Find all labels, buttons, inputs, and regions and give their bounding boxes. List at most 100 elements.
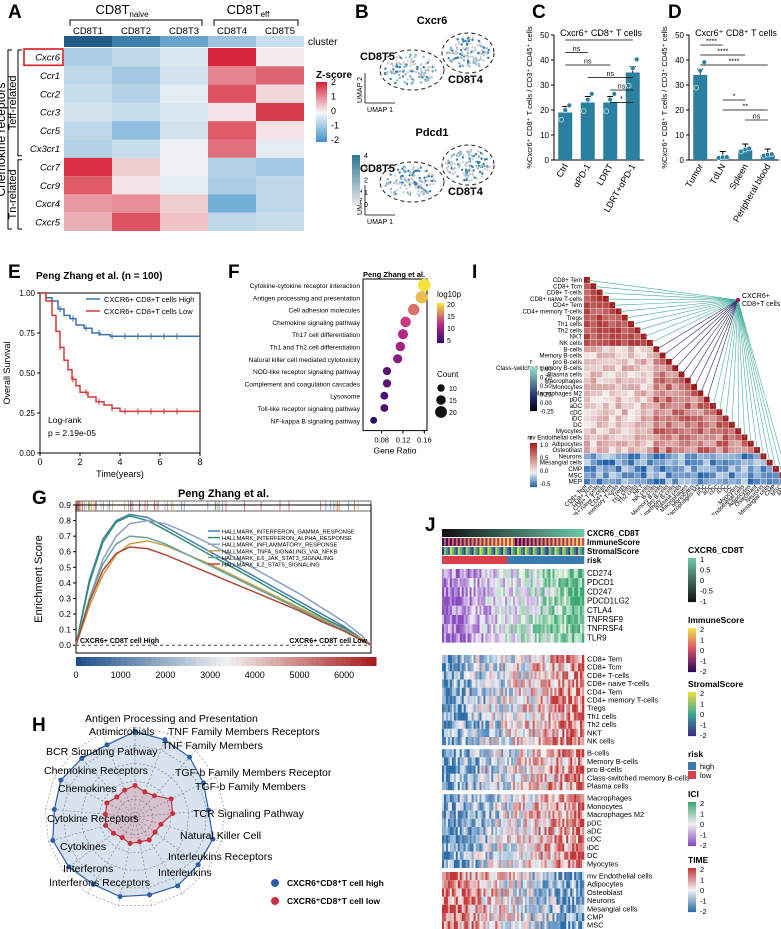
- time-cell: [528, 696, 532, 705]
- radar-axis-label: TCR Signaling Pathway: [193, 808, 305, 820]
- cluster-label-cd8t4: CD8T4: [448, 186, 484, 198]
- time-cell: [516, 872, 520, 881]
- time-cell: [532, 794, 535, 803]
- time-cell: [461, 835, 464, 844]
- corr-cell: [584, 421, 590, 428]
- time-cell: [528, 663, 532, 672]
- time-cell: [447, 679, 451, 688]
- time-cell: [449, 896, 453, 905]
- time-cell: [451, 737, 455, 746]
- time-cell: [552, 859, 555, 868]
- ici-cell: [491, 615, 494, 625]
- time-cell: [568, 851, 571, 860]
- time-cell: [574, 663, 577, 672]
- corr-legend1-step: [530, 393, 537, 395]
- corr-cell: [590, 384, 597, 390]
- time-cell: [558, 663, 561, 672]
- time-cell: [459, 851, 463, 860]
- ici-cell: [457, 596, 461, 606]
- significance-label: ns: [573, 46, 581, 53]
- time-cell: [520, 794, 524, 803]
- ici-cell: [530, 587, 534, 597]
- time-cell: [536, 880, 539, 889]
- time-cell: [459, 696, 463, 705]
- ici-cell: [483, 569, 486, 579]
- time-cell: [554, 765, 557, 774]
- time-cell: [467, 888, 470, 897]
- time-cell: [528, 728, 532, 737]
- time-cell: [473, 859, 476, 868]
- time-cell: [560, 679, 563, 688]
- gsea-y-tick-label: 0.1: [59, 625, 71, 635]
- umap-point: [426, 191, 429, 195]
- corr-cell: [584, 396, 590, 403]
- corr-cell: [678, 440, 685, 447]
- gsea-rank-bar-step: [126, 657, 132, 666]
- umap-point: [467, 39, 471, 43]
- ici-cell: [550, 624, 553, 634]
- ici-cell: [465, 605, 468, 615]
- ici-cell: [582, 605, 585, 615]
- time-cell: [487, 720, 490, 729]
- time-cell: [455, 896, 459, 905]
- time-cell: [475, 880, 478, 889]
- time-cell: [568, 843, 571, 852]
- time-cell: [568, 663, 571, 672]
- ici-cell: [576, 596, 579, 606]
- ici-cell: [495, 569, 498, 579]
- time-cell: [562, 687, 565, 696]
- time-cell: [542, 782, 545, 791]
- time-cell: [497, 773, 500, 782]
- time-cell: [528, 818, 532, 827]
- corr-cell: [621, 314, 628, 321]
- ici-gene-label: TNFRSF4: [587, 624, 624, 633]
- log10p-legend-step: [437, 332, 444, 334]
- time-cell: [574, 720, 577, 729]
- ici-cell: [562, 596, 565, 606]
- time-cell: [442, 880, 445, 889]
- time-cell: [487, 818, 490, 827]
- time-cell: [528, 655, 532, 664]
- gsea-rank-bar-step: [131, 657, 137, 666]
- time-cell: [514, 827, 518, 836]
- time-cell: [550, 872, 553, 881]
- umap-point: [486, 53, 489, 56]
- zscore-legend-step: [316, 137, 327, 140]
- time-cell: [558, 810, 561, 819]
- gsea-y-tick-label: 0.5: [59, 562, 71, 572]
- corr-row-label: Adipocytes: [552, 441, 582, 448]
- time-cell: [449, 728, 453, 737]
- corr-cell: [628, 447, 634, 453]
- corr-cell: [678, 447, 685, 453]
- time-cell: [467, 835, 470, 844]
- time-cell: [447, 872, 451, 881]
- corr-cell: [634, 396, 641, 403]
- corr-legend2-step: [530, 471, 537, 473]
- time-cell: [507, 827, 510, 836]
- umap-point: [398, 70, 402, 73]
- annotation-cell: [546, 547, 549, 555]
- annotation-cell: [509, 556, 512, 564]
- umap-point: [393, 72, 397, 75]
- annotation-cell: [520, 547, 524, 555]
- time-cell: [548, 655, 551, 664]
- corr-cell: [703, 478, 710, 485]
- corr-cell: [672, 377, 679, 384]
- corr-cell: [590, 459, 597, 466]
- time-cell: [463, 896, 466, 905]
- time-cell: [469, 794, 472, 803]
- corr-legend2-step: [530, 456, 537, 458]
- time-cell: [554, 773, 557, 782]
- time-cell: [580, 720, 583, 729]
- umap-scale-step: [352, 194, 360, 196]
- corr-cell: [628, 384, 634, 390]
- time-cell: [497, 663, 500, 672]
- time-cell: [447, 728, 451, 737]
- corr-link: [675, 299, 739, 369]
- ici-cell: [511, 587, 514, 597]
- ici-cell: [463, 624, 466, 634]
- time-cell: [524, 782, 528, 791]
- umap-scale-step: [352, 176, 360, 178]
- time-cell: [453, 765, 457, 774]
- time-cell: [485, 880, 488, 889]
